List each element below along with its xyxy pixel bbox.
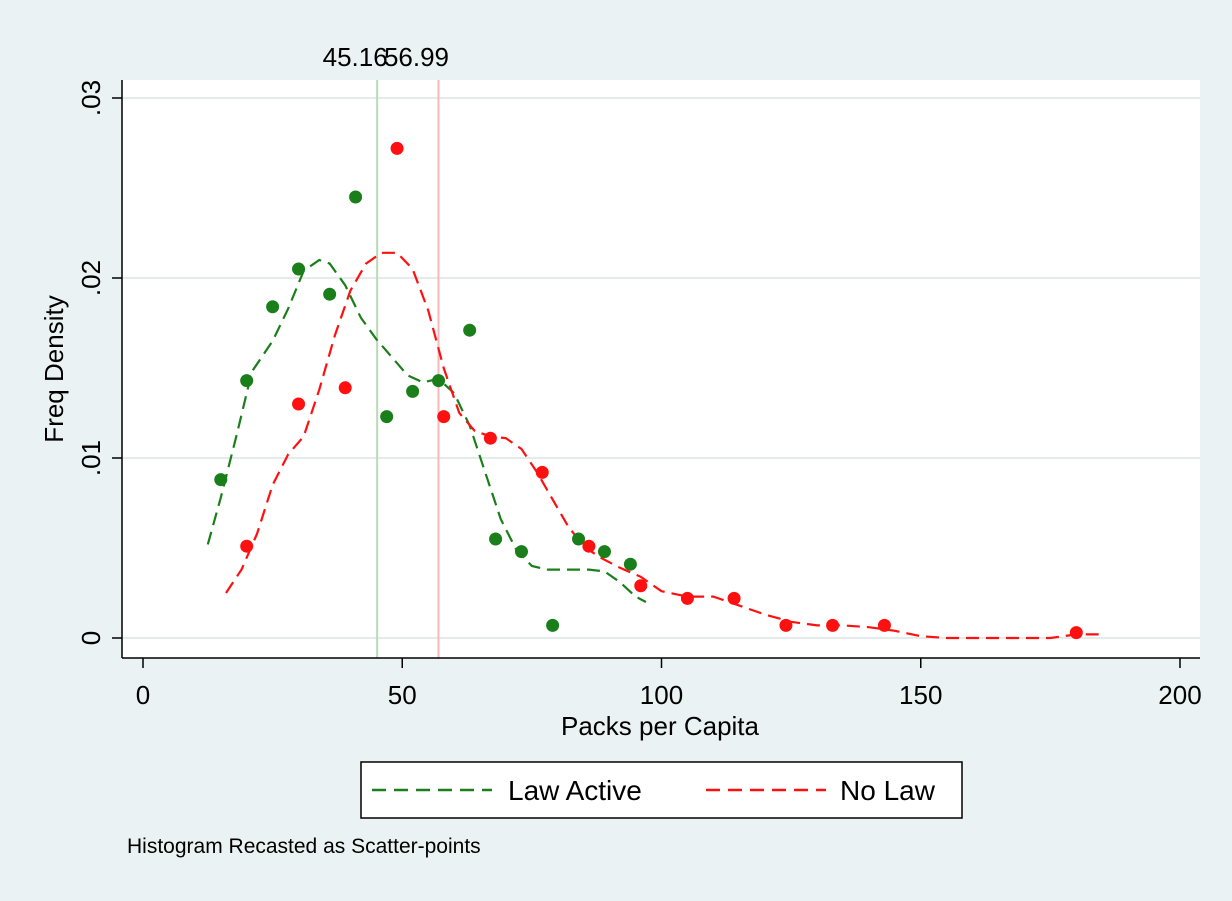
density-curve-layer	[206, 251, 1103, 640]
x-tick-label: 200	[1158, 680, 1201, 710]
scatter-point-no-law	[483, 431, 497, 445]
scatter-point-no-law	[535, 465, 549, 479]
scatter-point-no-law	[826, 618, 840, 632]
legend: Law Active No Law	[360, 761, 963, 819]
scatter-point-no-law	[680, 591, 694, 605]
scatter-point-no-law	[338, 381, 352, 395]
scatter-point-no-law	[240, 539, 254, 553]
scatter-point-law-active	[240, 374, 254, 388]
scatter-point-law-active	[214, 473, 228, 487]
y-axis-title: Freq Density	[39, 295, 69, 442]
scatter-point-law-active	[349, 190, 363, 204]
scatter-point-law-active	[515, 545, 529, 559]
y-tick-label: .03	[76, 80, 106, 116]
scatter-point-law-active	[463, 323, 477, 337]
reference-line-label: 56.99	[384, 42, 449, 72]
x-tick-label: 50	[388, 680, 417, 710]
scatter-point-layer	[214, 141, 1083, 640]
scatter-point-no-law	[877, 618, 891, 632]
scatter-point-law-active	[489, 532, 503, 546]
axes-layer: 0 .01 .02 .03 0 50 100 150 200	[76, 80, 1202, 710]
scatter-point-law-active	[380, 410, 394, 424]
scatter-point-law-active	[266, 300, 280, 314]
scatter-point-no-law	[779, 618, 793, 632]
legend-label-law-active: Law Active	[508, 775, 642, 806]
scatter-point-no-law	[727, 591, 741, 605]
scatter-point-law-active	[572, 532, 586, 546]
x-tick-label: 100	[640, 680, 683, 710]
scatter-point-no-law	[1069, 626, 1083, 640]
x-axis-title: Packs per Capita	[561, 711, 760, 741]
density-curve-law-active	[206, 258, 647, 603]
density-curve-no-law	[225, 251, 1103, 640]
reference-line-label: 45.16	[323, 42, 388, 72]
x-tick-label: 0	[136, 680, 150, 710]
x-tick-label: 150	[899, 680, 942, 710]
figure-note: Histogram Recasted as Scatter-points	[127, 835, 481, 858]
scatter-point-no-law	[582, 539, 596, 553]
plot-area	[122, 80, 1200, 658]
scatter-point-no-law	[634, 579, 648, 593]
scatter-point-law-active	[292, 262, 306, 276]
scatter-point-law-active	[546, 618, 560, 632]
scatter-point-no-law	[390, 141, 404, 155]
y-tick-label: 0	[76, 631, 106, 645]
scatter-point-no-law	[292, 397, 306, 411]
scatter-point-law-active	[623, 557, 637, 571]
scatter-point-law-active	[323, 287, 337, 301]
scatter-point-no-law	[437, 410, 451, 424]
scatter-point-law-active	[597, 545, 611, 559]
legend-label-no-law: No Law	[840, 775, 936, 806]
y-tick-label: .02	[76, 260, 106, 296]
scatter-point-law-active	[406, 384, 420, 398]
scatter-point-law-active	[432, 374, 446, 388]
y-tick-label: .01	[76, 440, 106, 476]
